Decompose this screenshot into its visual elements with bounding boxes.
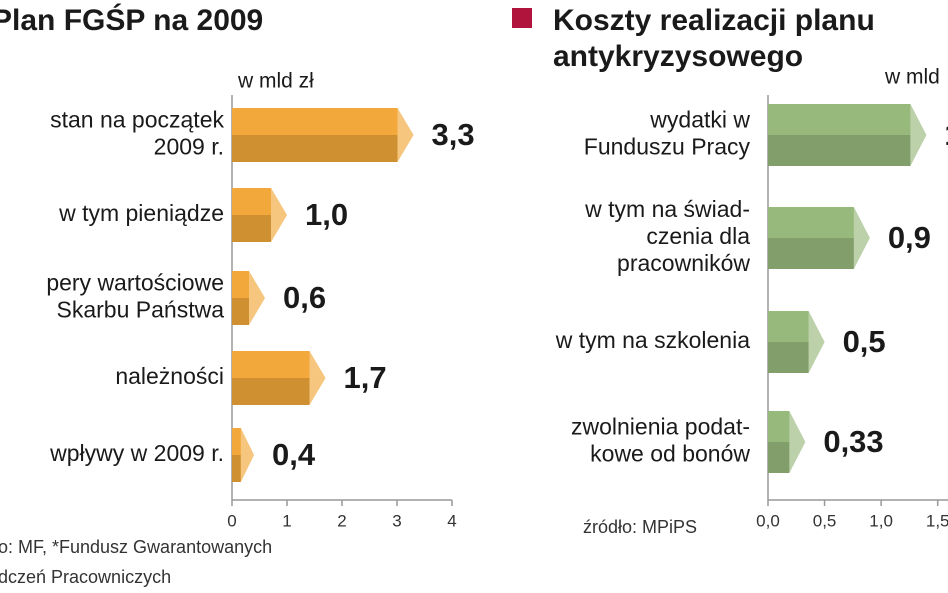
- bar-end: [397, 108, 414, 162]
- bar-shade: [232, 298, 249, 325]
- value-label: 0,5: [843, 324, 886, 359]
- value-label: 0,9: [888, 220, 931, 255]
- category-label: kowe od bonów: [590, 441, 750, 467]
- category-label: pery wartościowe: [46, 270, 224, 296]
- category-label: w tym na świad-: [584, 196, 750, 222]
- source-note: dczeń Pracowniczych: [0, 567, 171, 587]
- category-label: Funduszu Pracy: [584, 134, 751, 160]
- bar-shade: [768, 442, 790, 473]
- bar-end: [808, 311, 825, 373]
- x-tick-label: 1,0: [869, 511, 893, 530]
- bar: [232, 271, 265, 325]
- bar: [768, 411, 806, 473]
- bar: [232, 351, 326, 405]
- value-label: 0,33: [823, 424, 883, 459]
- unit-label: w mld zł: [237, 70, 314, 93]
- bar-end: [853, 207, 870, 269]
- category-label: należności: [115, 363, 224, 389]
- bar: [768, 311, 825, 373]
- bar-end: [789, 411, 806, 473]
- bar-shade: [232, 455, 241, 482]
- bar-shade: [232, 215, 271, 242]
- bar-shade: [768, 342, 809, 373]
- bar-shade: [232, 135, 398, 162]
- chart-title: Plan FGŚP na 2009: [0, 3, 263, 37]
- category-label: stan na początek: [50, 107, 224, 133]
- category-label: wydatki w: [649, 107, 750, 133]
- category-label: pracowników: [617, 250, 750, 276]
- title-icon: [512, 8, 532, 28]
- x-tick-label: 1: [282, 511, 291, 530]
- value-label: 1,7: [344, 360, 387, 395]
- value-label: 0,6: [283, 280, 326, 315]
- bar-end: [271, 188, 287, 242]
- value-label: 0,4: [272, 437, 316, 472]
- bar: [768, 207, 870, 269]
- category-label: 2009 r.: [154, 134, 224, 160]
- bar: [232, 188, 287, 242]
- x-tick-label: 4: [447, 511, 456, 530]
- value-label: 3,3: [432, 117, 475, 152]
- bar-shade: [768, 238, 854, 269]
- x-tick-label: 1,5: [926, 511, 948, 530]
- x-tick-label: 2: [337, 511, 346, 530]
- category-label: wpływy w 2009 r.: [49, 440, 224, 466]
- category-label: czenia dla: [646, 223, 750, 249]
- value-label: 1: [944, 117, 948, 152]
- x-tick-label: 0,5: [813, 511, 837, 530]
- x-tick-label: 0: [227, 511, 236, 530]
- x-tick-label: 0,0: [756, 511, 780, 530]
- bar: [232, 428, 254, 482]
- bar-shade: [768, 135, 911, 166]
- category-label: w tym na szkolenia: [555, 327, 751, 353]
- bar: [768, 104, 927, 166]
- bar-end: [240, 428, 254, 482]
- bar-shade: [232, 378, 310, 405]
- bar: [232, 108, 414, 162]
- value-label: 1,0: [305, 197, 348, 232]
- x-tick-label: 3: [392, 511, 401, 530]
- unit-label: w mld: [884, 66, 940, 89]
- chart-title: antykryzysowego: [553, 40, 803, 73]
- bar-end: [910, 104, 927, 166]
- category-label: Skarbu Państwa: [57, 297, 225, 323]
- category-label: w tym pieniądze: [58, 200, 224, 226]
- chart-title: Koszty realizacji planu: [553, 4, 875, 37]
- source-note: o: MF, *Fundusz Gwarantowanych: [0, 537, 272, 557]
- bar-end: [309, 351, 326, 405]
- source-note: źródło: MPiPS: [583, 517, 697, 537]
- bar-end: [249, 271, 265, 325]
- category-label: zwolnienia podat-: [571, 414, 750, 440]
